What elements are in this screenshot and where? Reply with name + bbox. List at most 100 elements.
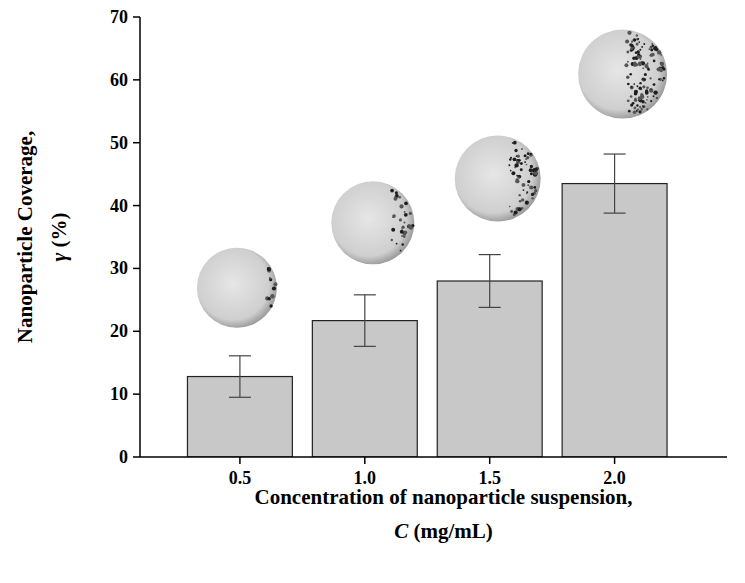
particle	[530, 153, 532, 155]
particle	[401, 226, 404, 229]
particle	[633, 63, 636, 66]
bars	[187, 154, 667, 457]
particle	[628, 110, 631, 113]
particle	[393, 197, 397, 201]
x-tick	[489, 457, 491, 464]
particle	[523, 189, 525, 191]
particle	[633, 107, 636, 110]
y-tick	[133, 205, 140, 207]
particle	[403, 221, 405, 223]
y-tick-label: 0	[119, 447, 128, 467]
particle	[633, 38, 637, 42]
droplet	[331, 181, 414, 264]
error-cap	[354, 294, 376, 295]
particle	[639, 106, 641, 108]
particle	[401, 235, 403, 237]
particle	[627, 31, 631, 35]
particle	[390, 189, 394, 193]
particle	[625, 40, 629, 44]
particle	[404, 213, 408, 217]
particle	[645, 89, 648, 92]
particle	[526, 193, 528, 195]
particle	[518, 207, 522, 211]
particle	[514, 163, 518, 167]
particle	[632, 57, 635, 60]
y-tick	[133, 456, 140, 458]
particle	[642, 67, 644, 69]
particle	[400, 250, 402, 252]
x-axis	[140, 456, 727, 458]
particle	[514, 210, 518, 214]
droplet	[455, 136, 541, 222]
particle	[404, 201, 408, 205]
title-line: C (mg/mL)	[394, 519, 493, 543]
particle	[649, 77, 651, 79]
particle	[650, 48, 653, 51]
particle	[269, 278, 272, 281]
particle	[633, 111, 636, 114]
particle	[529, 186, 533, 190]
particle	[398, 196, 401, 199]
particle	[629, 43, 633, 47]
particle	[518, 194, 520, 196]
particle	[639, 49, 641, 51]
y-tick	[133, 268, 140, 270]
particle	[645, 90, 648, 93]
y-tick-label: 30	[110, 258, 128, 278]
particle	[401, 228, 403, 230]
particle	[395, 194, 398, 197]
particle	[649, 88, 653, 92]
particle	[642, 85, 645, 88]
particle	[392, 214, 396, 218]
particle	[521, 198, 524, 201]
particle	[527, 180, 530, 183]
particle	[644, 64, 648, 68]
particle	[409, 212, 412, 215]
particle	[639, 82, 641, 84]
error-stem	[489, 255, 490, 308]
particle	[637, 85, 639, 87]
particle	[526, 164, 528, 166]
chart: 0102030405060700.51.01.52.0Concentration…	[0, 0, 745, 583]
particle	[636, 43, 639, 46]
particle	[642, 105, 644, 107]
error-cap	[479, 254, 501, 255]
particle	[533, 186, 536, 189]
x-tick-label: 0.5	[229, 468, 252, 488]
particle	[395, 191, 398, 194]
particle	[510, 170, 512, 172]
y-tick-label: 10	[110, 384, 128, 404]
particle	[650, 100, 652, 102]
particle	[663, 77, 666, 80]
particle	[638, 62, 642, 66]
particle	[624, 63, 628, 67]
error-stem	[614, 154, 615, 213]
droplet	[578, 30, 667, 119]
x-tick	[364, 457, 366, 464]
title-line: Concentration of nanoparticle suspension…	[254, 485, 632, 509]
title-line: γ (%)	[47, 213, 71, 262]
particle	[531, 197, 533, 199]
particle	[630, 86, 634, 90]
particle	[638, 110, 641, 113]
particle	[626, 76, 630, 80]
particle	[634, 92, 638, 96]
particle	[636, 34, 638, 36]
particle	[513, 157, 517, 161]
particle	[524, 154, 527, 157]
particle	[530, 172, 533, 175]
particle	[654, 91, 656, 93]
particle	[644, 73, 647, 76]
particle	[527, 181, 530, 184]
particle	[659, 69, 662, 72]
particle	[646, 86, 649, 89]
particle	[631, 41, 633, 43]
y-tick	[133, 79, 140, 81]
particle	[534, 172, 538, 176]
particle	[630, 47, 633, 50]
particle	[269, 304, 272, 307]
particle	[637, 108, 639, 110]
particle	[522, 183, 526, 187]
error-cap	[229, 397, 251, 398]
particle	[658, 78, 660, 80]
